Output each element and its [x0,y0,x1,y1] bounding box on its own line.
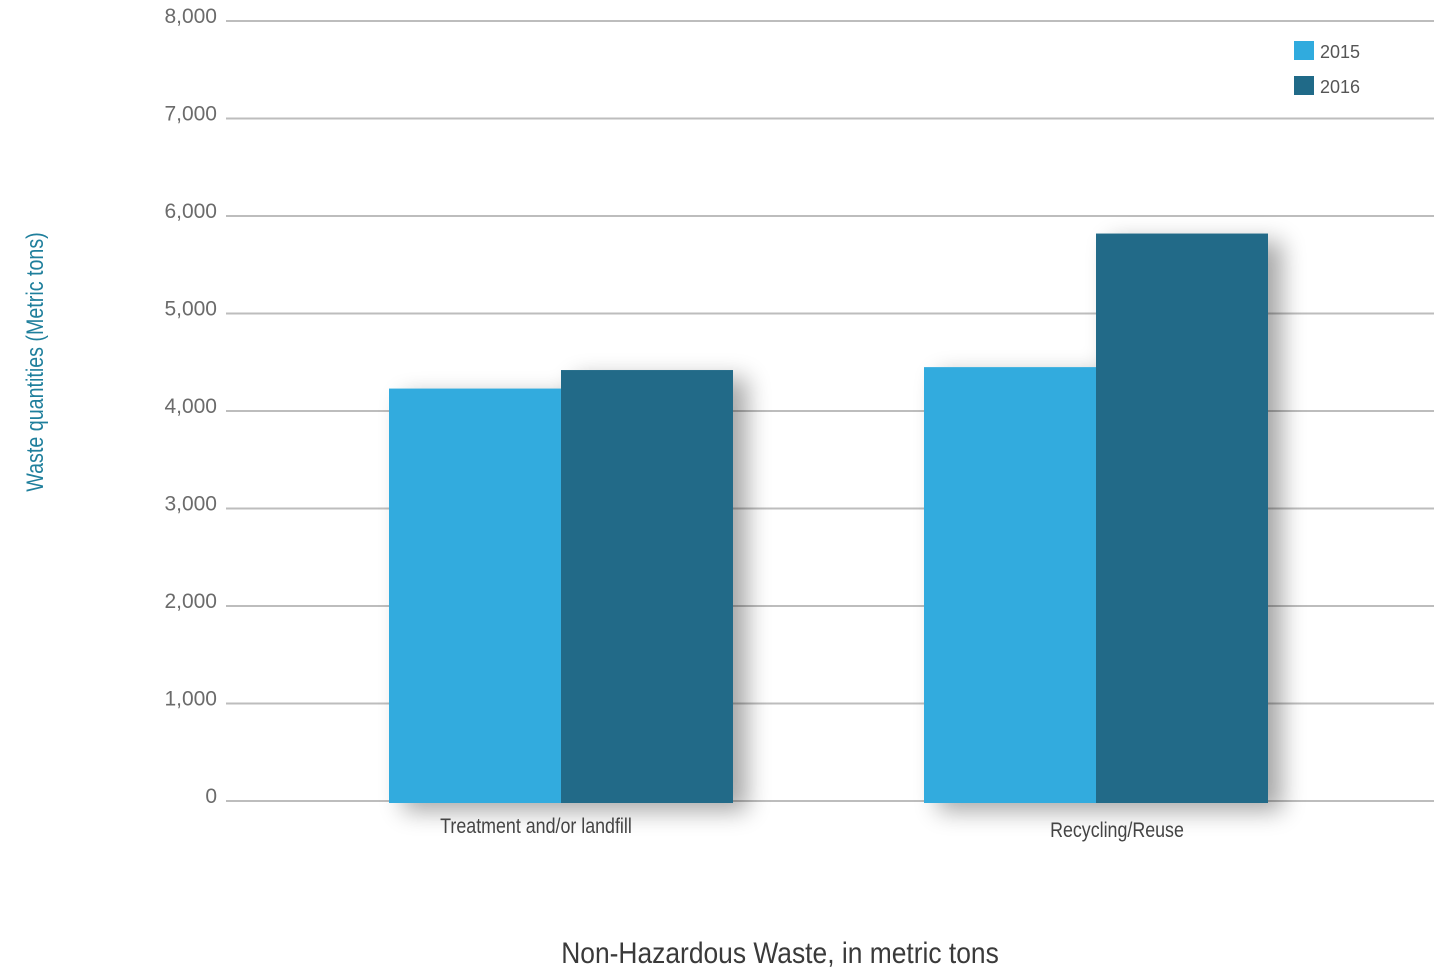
bar-2015 [924,367,1096,803]
y-tick-label: 0 [205,785,217,808]
x-axis-title: Non-Hazardous Waste, in metric tons [561,935,999,969]
y-tick-label: 4,000 [164,395,217,418]
y-tick-label: 8,000 [164,5,217,28]
legend-label: 2016 [1320,77,1360,97]
legend-swatch [1294,76,1314,95]
category-labels: Treatment and/or landfill Recycling/Reuse [440,815,1184,843]
y-tick-label: 5,000 [164,298,217,321]
bar-group [389,370,733,803]
bars [389,233,1268,804]
legend-swatch [1294,41,1314,60]
y-tick-label: 1,000 [164,688,217,711]
y-tick-label: 6,000 [164,200,217,223]
category-label: Recycling/Reuse [1050,819,1184,843]
y-tick-label: 2,000 [164,590,217,613]
category-label: Treatment and/or landfill [440,815,632,839]
legend-label: 2015 [1320,42,1360,62]
y-tick-label: 3,000 [164,493,217,516]
bar-group [924,233,1268,804]
legend: 2015 2016 [1294,41,1360,97]
y-tick-labels: 0 1,000 2,000 3,000 4,000 5,000 6,000 7,000 8,00… [164,5,217,808]
bar-2015 [389,388,561,803]
y-axis-title: Waste quantities (Metric tons) [21,232,48,491]
bar-2016 [1096,233,1268,804]
bar-2016 [561,370,733,803]
y-tick-label: 7,000 [164,103,217,126]
